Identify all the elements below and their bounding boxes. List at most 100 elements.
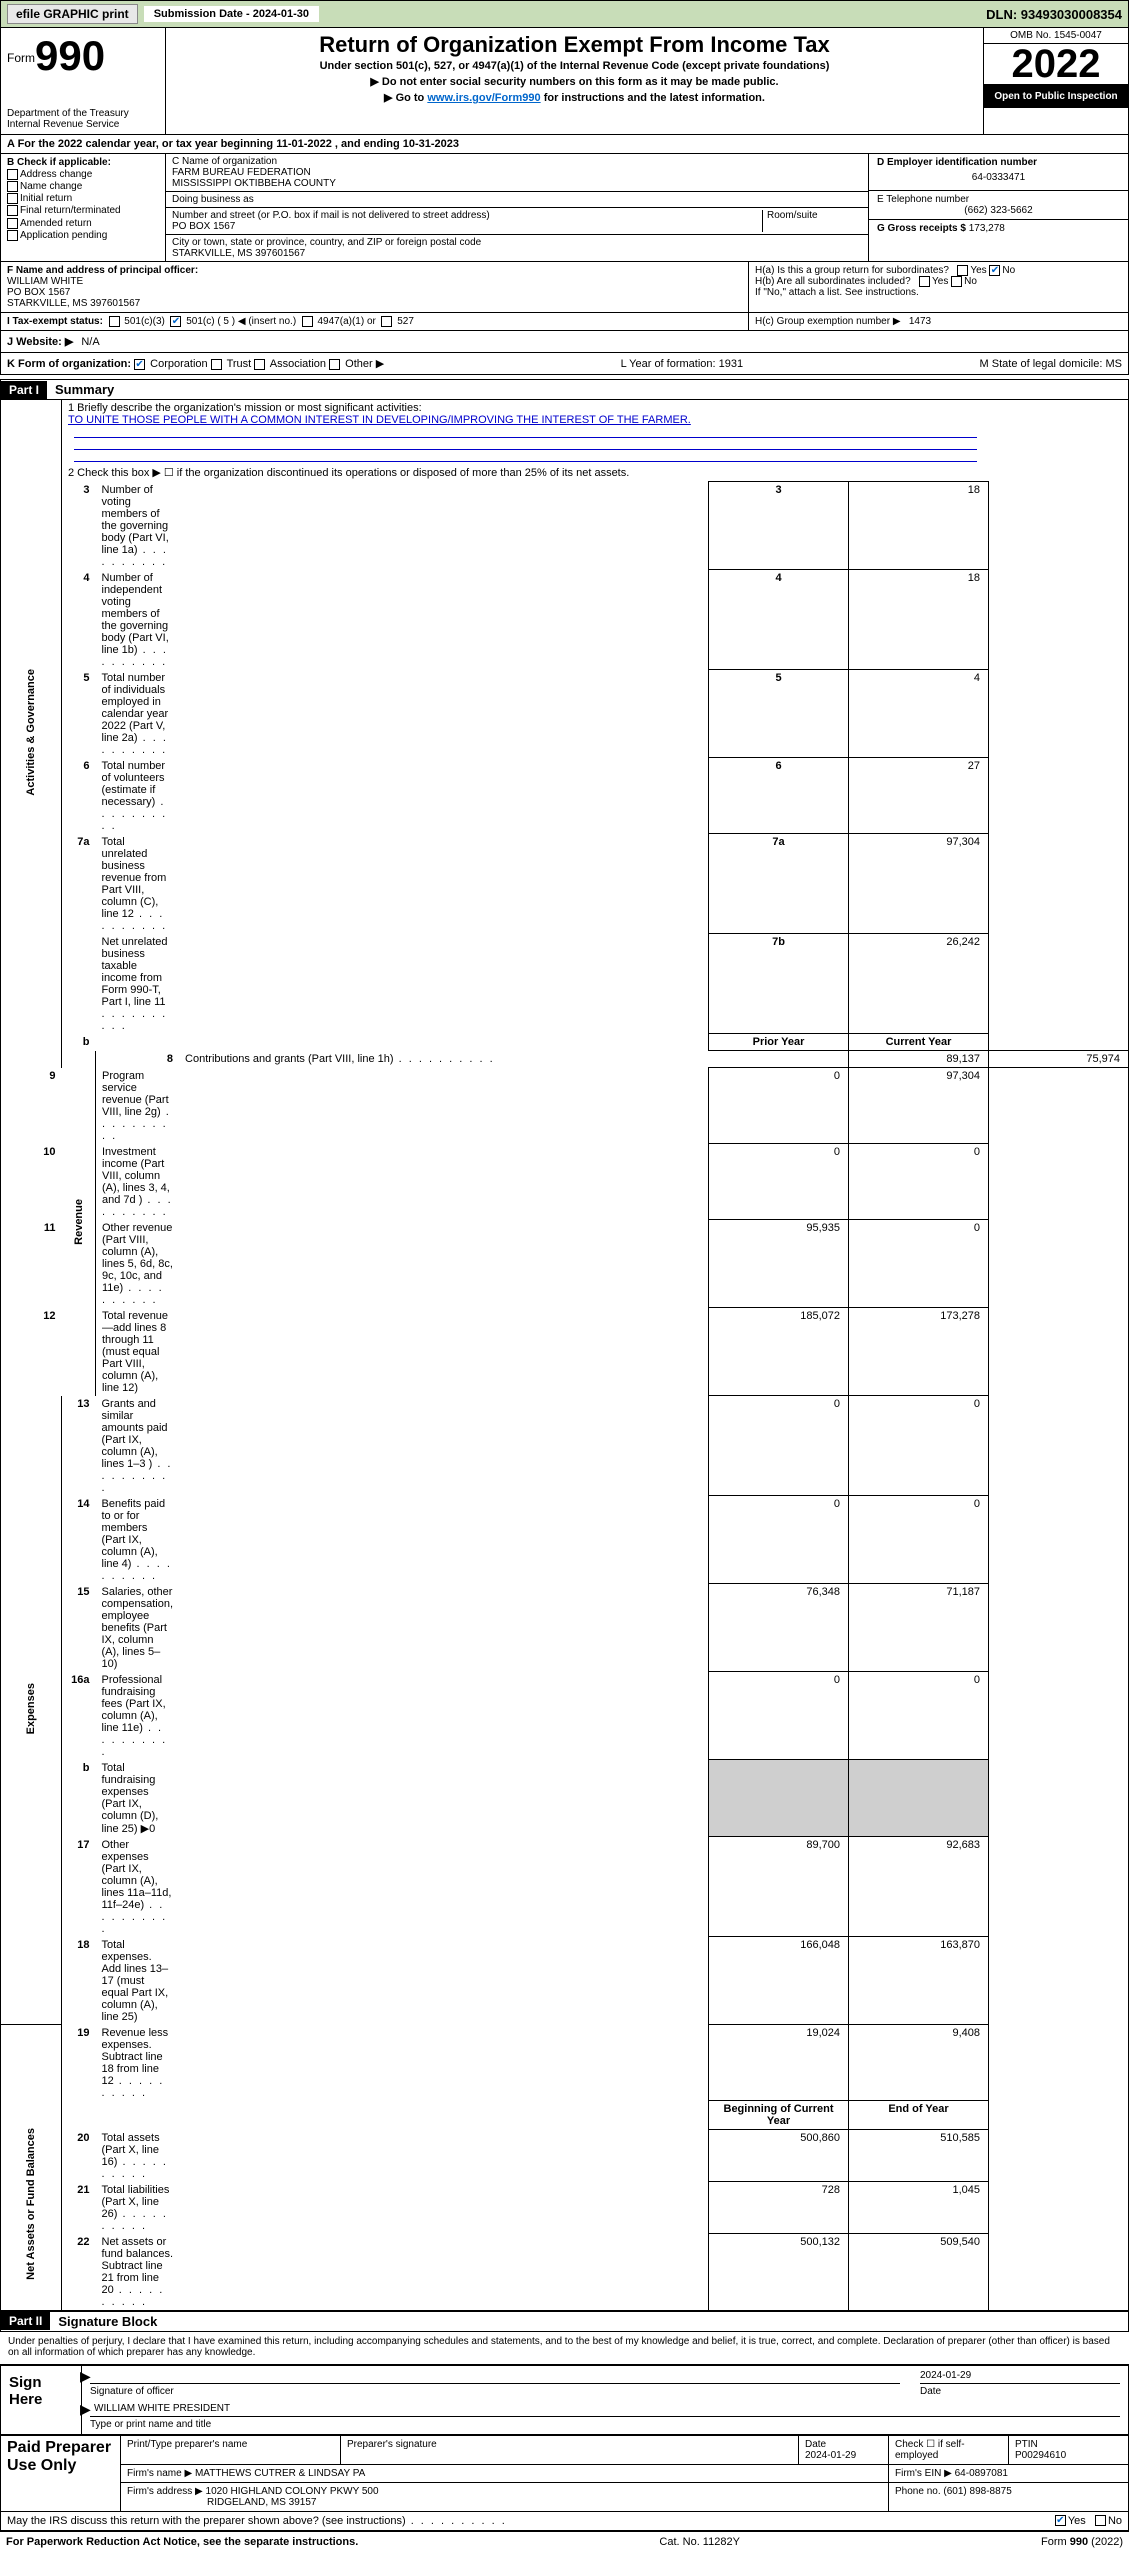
box-b-title: B Check if applicable: — [7, 157, 159, 168]
part2-hdr: Part II — [1, 2312, 50, 2330]
line-5: Total number of individuals employed in … — [96, 670, 180, 758]
chk-name[interactable]: Name change — [7, 181, 159, 192]
footer-mid: Cat. No. 11282Y — [659, 2536, 740, 2548]
hdr-current: Current Year — [849, 1034, 989, 1051]
sig-name: WILLIAM WHITE PRESIDENT — [94, 2403, 230, 2414]
tel-label: E Telephone number — [877, 194, 1120, 205]
sig-date-label: Date — [920, 2386, 1120, 2397]
val-6: 27 — [849, 758, 989, 834]
officer-name: WILLIAM WHITE — [7, 276, 742, 287]
hb: H(b) Are all subordinates included? Yes … — [755, 276, 1122, 287]
p8: 89,137 — [849, 1051, 989, 1068]
chk-address[interactable]: Address change — [7, 169, 159, 180]
hb-note: If "No," attach a list. See instructions… — [755, 287, 1122, 298]
officer-addr2: STARKVILLE, MS 397601567 — [7, 298, 742, 309]
part1-hdr: Part I — [1, 381, 47, 399]
goto-post: for instructions and the latest informat… — [541, 92, 765, 104]
form-num: 990 — [35, 32, 105, 79]
c9: 97,304 — [849, 1068, 989, 1144]
ssn-warning: ▶ Do not enter social security numbers o… — [174, 75, 975, 88]
p11: 95,935 — [709, 1220, 849, 1308]
label-org-name: C Name of organization — [172, 156, 862, 167]
sig-officer-label: Signature of officer — [90, 2386, 900, 2397]
part1-bar: Part I Summary — [0, 379, 1129, 400]
c16a: 0 — [849, 1672, 989, 1760]
line-8: Contributions and grants (Part VIII, lin… — [179, 1051, 708, 1068]
form-header: Form990 Department of the Treasury Inter… — [0, 28, 1129, 135]
p12: 185,072 — [709, 1308, 849, 1396]
mission-text: TO UNITE THOSE PEOPLE WITH A COMMON INTE… — [68, 414, 983, 426]
chk-pending[interactable]: Application pending — [7, 230, 159, 241]
p13: 0 — [709, 1396, 849, 1496]
c8: 75,974 — [989, 1051, 1129, 1068]
efile-button[interactable]: efile GRAPHIC print — [7, 4, 138, 24]
irs-link[interactable]: www.irs.gov/Form990 — [427, 92, 540, 104]
side-revenue: Revenue — [73, 1199, 85, 1245]
line-22: Net assets or fund balances. Subtract li… — [96, 2234, 180, 2311]
summary-table: Activities & Governance 1 Briefly descri… — [0, 400, 1129, 2311]
c18: 163,870 — [849, 1937, 989, 2025]
mission-label: 1 Briefly describe the organization's mi… — [68, 402, 983, 414]
p16a: 0 — [709, 1672, 849, 1760]
c14: 0 — [849, 1496, 989, 1584]
dept-label: Department of the Treasury Internal Reve… — [7, 108, 159, 130]
firm-ein-label: Firm's EIN ▶ — [895, 2468, 952, 2479]
line-21: Total liabilities (Part X, line 26) — [96, 2182, 180, 2234]
chk-final[interactable]: Final return/terminated — [7, 205, 159, 216]
line-14: Benefits paid to or for members (Part IX… — [96, 1496, 180, 1584]
sign-here-block: Sign Here ▶ Signature of officer 2024-01… — [0, 2364, 1129, 2435]
prep-ptin: P00294610 — [1015, 2450, 1066, 2461]
prep-h1: Print/Type preparer's name — [121, 2435, 341, 2464]
hc: H(c) Group exemption number ▶ 1473 — [748, 313, 1128, 330]
ein-label: D Employer identification number — [877, 157, 1120, 168]
part2-title: Signature Block — [50, 2312, 165, 2331]
chk-amended[interactable]: Amended return — [7, 218, 159, 229]
line-19: Revenue less expenses. Subtract line 18 … — [96, 2025, 180, 2101]
firm-label: Firm's name ▶ — [127, 2468, 192, 2479]
e21: 1,045 — [849, 2182, 989, 2234]
firm-phone-label: Phone no. — [895, 2486, 941, 2497]
dln: DLN: 93493030008354 — [986, 7, 1122, 22]
chk-initial[interactable]: Initial return — [7, 193, 159, 204]
city-label: City or town, state or province, country… — [172, 237, 862, 248]
line-15: Salaries, other compensation, employee b… — [96, 1584, 180, 1672]
box-f: F Name and address of principal officer:… — [1, 262, 748, 312]
line-a: A For the 2022 calendar year, or tax yea… — [0, 135, 1129, 154]
b21: 728 — [709, 2182, 849, 2234]
tax-year: 2022 — [984, 44, 1128, 85]
submission-date: Submission Date - 2024-01-30 — [144, 6, 319, 22]
tel-val: (662) 323-5662 — [877, 205, 1120, 216]
e22: 509,540 — [849, 2234, 989, 2311]
line-7a: Total unrelated business revenue from Pa… — [96, 834, 180, 934]
val-5: 4 — [849, 670, 989, 758]
p19: 19,024 — [709, 2025, 849, 2101]
line-16b: Total fundraising expenses (Part IX, col… — [96, 1760, 180, 1837]
box-c: C Name of organization FARM BUREAU FEDER… — [166, 154, 868, 261]
k-row: K Form of organization: Corporation Trus… — [0, 353, 1129, 375]
p14: 0 — [709, 1496, 849, 1584]
line-4: Number of independent voting members of … — [96, 570, 180, 670]
line-10: Investment income (Part VIII, column (A)… — [96, 1144, 180, 1220]
hdr-beg: Beginning of Current Year — [709, 2101, 849, 2130]
c12: 173,278 — [849, 1308, 989, 1396]
goto-line: ▶ Go to www.irs.gov/Form990 for instruct… — [174, 91, 975, 104]
form-subtitle: Under section 501(c), 527, or 4947(a)(1)… — [174, 60, 975, 72]
room-label: Room/suite — [762, 210, 862, 232]
sign-here-label: Sign Here — [1, 2366, 81, 2434]
hdr-prior: Prior Year — [709, 1034, 849, 1051]
c15: 71,187 — [849, 1584, 989, 1672]
tax-status: I Tax-exempt status: 501(c)(3) 501(c) ( … — [1, 313, 748, 330]
line-9: Program service revenue (Part VIII, line… — [96, 1068, 180, 1144]
part1-title: Summary — [47, 380, 122, 399]
c17: 92,683 — [849, 1837, 989, 1937]
line-16a: Professional fundraising fees (Part IX, … — [96, 1672, 180, 1760]
val-7b: 26,242 — [849, 934, 989, 1034]
ha: H(a) Is this a group return for subordin… — [755, 265, 1122, 276]
side-activities: Activities & Governance — [25, 669, 37, 796]
p18: 166,048 — [709, 1937, 849, 2025]
sig-name-label: Type or print name and title — [90, 2419, 1120, 2430]
sig-date-val: 2024-01-29 — [920, 2370, 971, 2381]
org-name: FARM BUREAU FEDERATION MISSISSIPPI OKTIB… — [172, 167, 862, 189]
ein-val: 64-0333471 — [877, 168, 1120, 187]
firm-ein: 64-0897081 — [955, 2468, 1008, 2479]
